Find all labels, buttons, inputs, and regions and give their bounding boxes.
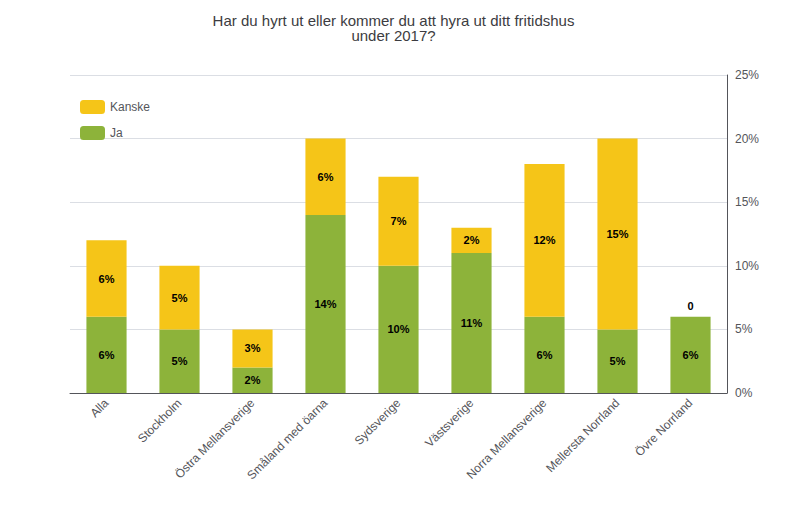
svg-text:Småland med öarna: Småland med öarna [244, 396, 330, 482]
svg-text:15%: 15% [735, 195, 759, 209]
svg-text:Norra Mellansverige: Norra Mellansverige [464, 396, 550, 482]
svg-text:6%: 6% [537, 349, 553, 361]
svg-text:5%: 5% [610, 355, 626, 367]
svg-text:2%: 2% [245, 374, 261, 386]
svg-text:6%: 6% [99, 349, 115, 361]
svg-text:15%: 15% [606, 228, 628, 240]
svg-text:0%: 0% [735, 386, 753, 400]
svg-text:Östra Mellansverige: Östra Mellansverige [172, 396, 257, 481]
svg-text:Ja: Ja [110, 126, 123, 140]
svg-text:6%: 6% [683, 349, 699, 361]
svg-text:under 2017?: under 2017? [351, 27, 435, 44]
svg-text:10%: 10% [387, 323, 409, 335]
svg-text:6%: 6% [318, 171, 334, 183]
svg-text:10%: 10% [735, 259, 759, 273]
svg-text:25%: 25% [735, 68, 759, 82]
svg-text:Kanske: Kanske [110, 100, 150, 114]
svg-text:0: 0 [687, 300, 693, 312]
svg-text:5%: 5% [735, 322, 753, 336]
svg-text:5%: 5% [172, 292, 188, 304]
svg-text:Övre Norrland: Övre Norrland [632, 396, 695, 459]
svg-text:Har du hyrt ut eller kommer du: Har du hyrt ut eller kommer du att hyra … [212, 12, 575, 29]
svg-text:14%: 14% [314, 298, 336, 310]
svg-text:11%: 11% [461, 317, 483, 329]
svg-text:5%: 5% [172, 355, 188, 367]
svg-text:Västsverige: Västsverige [422, 396, 476, 450]
svg-text:Sydsverige: Sydsverige [352, 396, 404, 448]
svg-text:12%: 12% [533, 234, 555, 246]
svg-text:Stockholm: Stockholm [135, 396, 184, 445]
svg-text:2%: 2% [464, 234, 480, 246]
svg-text:Mellersta Norrland: Mellersta Norrland [543, 396, 622, 475]
svg-text:20%: 20% [735, 132, 759, 146]
svg-text:6%: 6% [99, 273, 115, 285]
svg-text:Alla: Alla [87, 396, 111, 420]
svg-text:3%: 3% [245, 342, 261, 354]
svg-text:7%: 7% [391, 215, 407, 227]
